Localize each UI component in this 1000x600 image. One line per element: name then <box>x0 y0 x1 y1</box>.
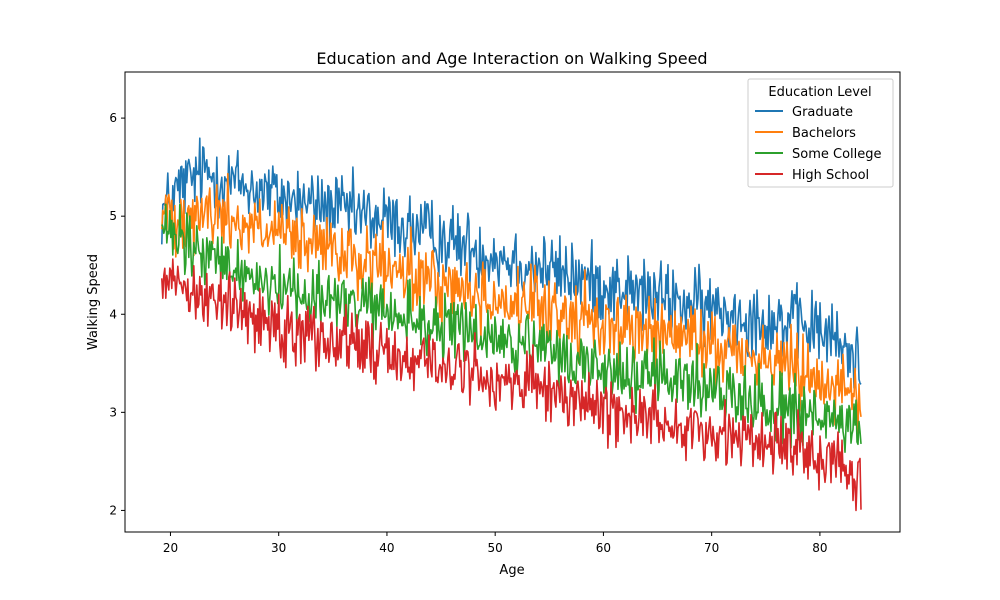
legend-box <box>747 78 894 188</box>
x-tick-label: 60 <box>596 541 611 555</box>
x-tick-label: 40 <box>379 541 394 555</box>
x-axis-label: Age <box>499 563 524 578</box>
x-tick-label: 20 <box>163 541 178 555</box>
y-axis-label: Walking Speed <box>86 254 101 350</box>
y-axis: 2 3 4 5 6 <box>109 111 125 517</box>
y-tick-label: 3 <box>109 405 117 419</box>
y-tick-label: 5 <box>109 209 117 223</box>
x-tick-label: 70 <box>704 541 719 555</box>
plot-lines <box>161 137 862 512</box>
legend-label: Bachelors <box>792 126 856 141</box>
x-tick-label: 50 <box>488 541 503 555</box>
y-tick-label: 6 <box>109 111 117 125</box>
legend-label: Some College <box>792 147 882 162</box>
series-line-high-school <box>161 258 862 512</box>
legend-title: Education Level <box>768 85 871 100</box>
x-tick-label: 30 <box>271 541 286 555</box>
y-tick-label: 2 <box>109 503 117 517</box>
chart-title: Education and Age Interaction on Walking… <box>316 49 707 68</box>
x-tick-label: 80 <box>812 541 827 555</box>
legend-label: Graduate <box>792 105 853 120</box>
x-axis: 20 30 40 50 60 70 80 <box>163 532 828 555</box>
legend: Education Level Graduate Bachelors Some Co… <box>747 78 894 188</box>
legend-items: Graduate Bachelors Some College High School <box>755 105 882 183</box>
y-tick-label: 4 <box>109 307 117 321</box>
plot-area-frame <box>124 71 901 533</box>
legend-label: High School <box>792 168 869 183</box>
